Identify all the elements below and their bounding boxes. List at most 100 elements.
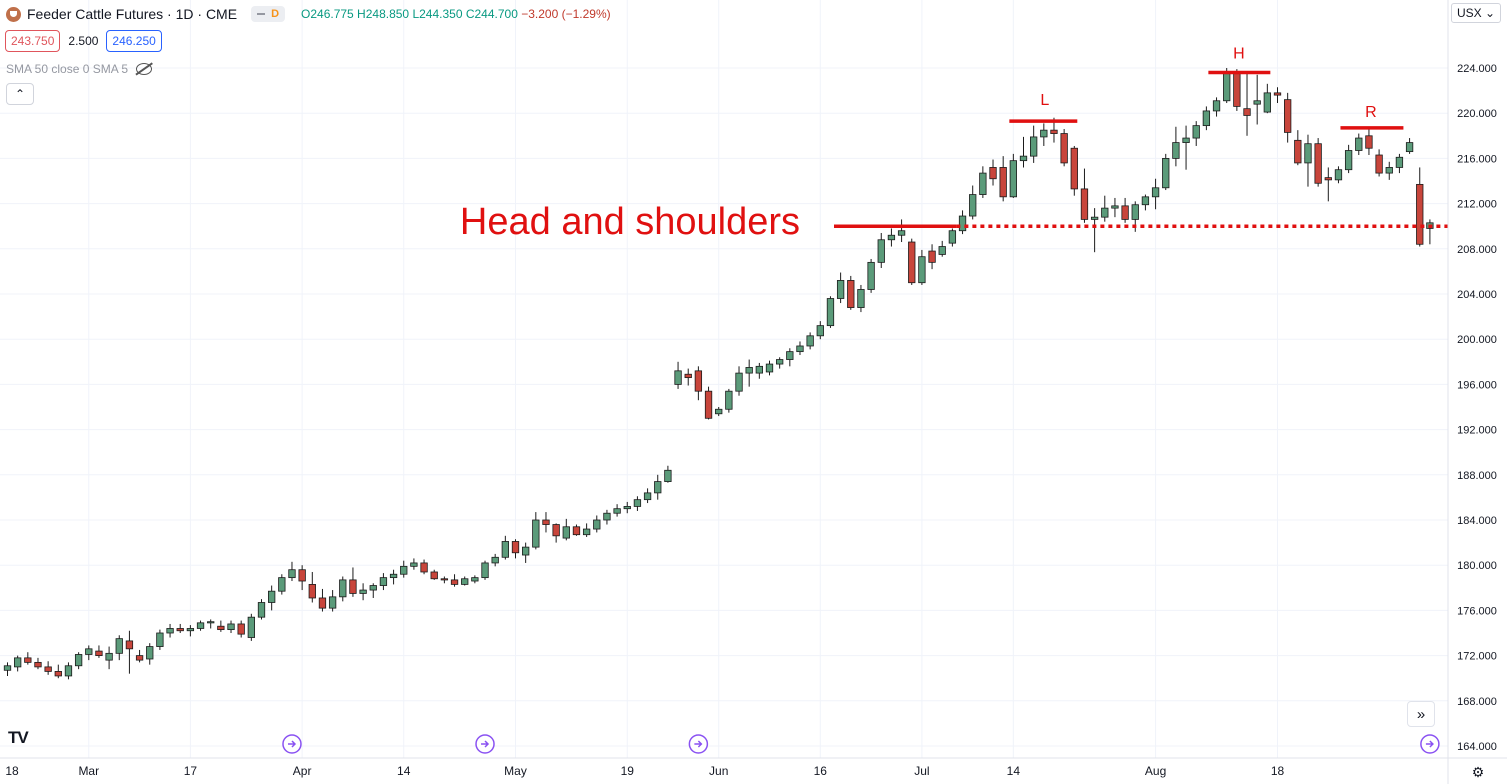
candle-body xyxy=(1182,137,1190,143)
currency-select[interactable]: USX ⌄ xyxy=(1451,3,1501,23)
trade-prices: 243.750 2.500 246.250 xyxy=(5,30,162,52)
candle-body xyxy=(1111,205,1119,209)
indicator-legend[interactable]: SMA 50 close 0 SMA 5 xyxy=(6,62,153,76)
candle xyxy=(450,574,459,587)
candle-body xyxy=(887,234,896,241)
candle-body xyxy=(288,569,296,579)
candle-series xyxy=(3,68,1434,680)
candle-body xyxy=(1131,204,1139,220)
delayed-badge: D xyxy=(271,8,280,20)
candle xyxy=(1395,153,1404,174)
gear-icon[interactable]: ⚙ xyxy=(1471,763,1485,780)
candle xyxy=(481,560,489,580)
candle-body xyxy=(1263,92,1271,113)
candle-body xyxy=(1385,167,1393,174)
candle xyxy=(176,623,184,633)
candle-body xyxy=(440,578,449,581)
ohlc-readout: O246.775 H248.850 L244.350 C244.700 −3.2… xyxy=(301,7,611,21)
candle xyxy=(328,590,337,612)
candle xyxy=(1070,145,1078,196)
candle-body xyxy=(704,390,713,419)
candle xyxy=(918,249,926,285)
y-tick-label: 220.000 xyxy=(1457,108,1497,120)
market-status-pill[interactable]: D xyxy=(251,6,286,22)
candle xyxy=(674,361,682,389)
candle-body xyxy=(582,528,591,536)
scroll-to-realtime-button[interactable]: » xyxy=(1407,701,1435,727)
candle xyxy=(613,504,621,517)
grid-lines xyxy=(0,0,1448,758)
candle xyxy=(1162,153,1170,191)
candle-body xyxy=(400,565,408,575)
candle-body xyxy=(237,623,245,635)
candle-body xyxy=(989,167,997,180)
pattern-annotations: Head and shoulders L H R xyxy=(460,46,1448,243)
x-tick-label: 14 xyxy=(397,764,411,778)
candle xyxy=(85,645,93,661)
candle xyxy=(897,219,906,243)
y-tick-label: 176.000 xyxy=(1457,605,1497,617)
candle-body xyxy=(979,172,987,195)
candle xyxy=(1172,126,1180,167)
candle-body xyxy=(481,562,489,579)
candle xyxy=(867,258,875,293)
candle xyxy=(461,576,469,586)
candle xyxy=(278,574,286,595)
candle xyxy=(704,386,713,420)
candle xyxy=(582,523,591,537)
candle xyxy=(877,232,885,269)
candle-body xyxy=(1192,125,1200,139)
candle-body xyxy=(1151,187,1160,198)
candle-body xyxy=(958,215,967,232)
candle-body xyxy=(420,562,428,573)
candle xyxy=(542,512,550,533)
candle xyxy=(440,576,449,584)
candle-body xyxy=(826,298,835,327)
candle xyxy=(247,613,255,641)
symbol-title[interactable]: Feeder Cattle Futures · 1D · CME xyxy=(27,6,238,22)
candle xyxy=(64,662,73,680)
candle-body xyxy=(1019,155,1028,162)
spread-value: 2.500 xyxy=(68,34,99,48)
chart-header: Feeder Cattle Futures · 1D · CME D O246.… xyxy=(6,5,611,23)
tradingview-logo[interactable]: TV xyxy=(8,728,29,747)
candle-body xyxy=(715,408,723,415)
candle-body xyxy=(471,577,479,582)
candle-body xyxy=(186,628,195,632)
candle xyxy=(1385,161,1393,180)
price-change: −3.200 (−1.29%) xyxy=(521,7,611,21)
time-axis[interactable]: 18 Mar 17 Apr 14 May 19 Jun 16 Jul 14 Aug 18 xyxy=(0,757,1507,778)
candle-body xyxy=(1243,108,1251,116)
collapse-legend-button[interactable]: ⌃ xyxy=(6,83,34,105)
x-tick-label: 18 xyxy=(5,764,19,778)
price-axis[interactable]: 164.000 168.000 172.000 176.000 180.000 184.0… xyxy=(1447,0,1497,784)
candle xyxy=(715,407,723,417)
candle-body xyxy=(908,241,916,284)
sell-price-button[interactable]: 243.750 xyxy=(5,30,61,52)
candle xyxy=(694,366,703,401)
candle xyxy=(1294,130,1302,166)
y-tick-label: 192.000 xyxy=(1457,425,1497,437)
candle xyxy=(1141,194,1150,211)
candle xyxy=(1416,167,1424,247)
candle-body xyxy=(857,289,865,308)
candle-body xyxy=(928,250,936,263)
candle xyxy=(603,509,611,525)
hidden-eye-icon[interactable] xyxy=(136,63,153,75)
event-marker-icon xyxy=(475,734,495,754)
candle-body xyxy=(1294,139,1302,164)
candle xyxy=(735,366,743,396)
x-tick-label: Apr xyxy=(293,764,312,778)
x-tick-label: 19 xyxy=(621,764,635,778)
candle-body xyxy=(1080,188,1089,220)
candle xyxy=(755,362,763,379)
candle-body xyxy=(1375,154,1383,174)
candle xyxy=(1040,123,1048,146)
candle xyxy=(410,558,418,570)
candle-body xyxy=(196,622,205,629)
buy-price-button[interactable]: 246.250 xyxy=(106,30,162,52)
candle-body xyxy=(1284,99,1292,133)
candle-body xyxy=(877,239,885,263)
candle xyxy=(135,649,144,663)
